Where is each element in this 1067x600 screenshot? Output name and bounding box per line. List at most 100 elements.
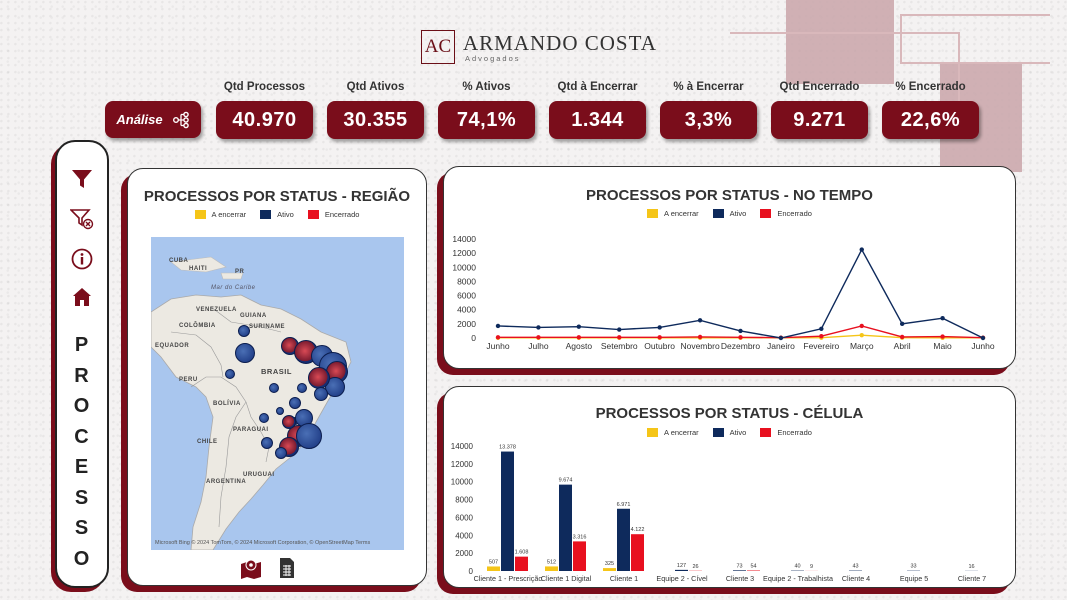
kpi-qtd-ativos: Qtd Ativos 30.355 <box>327 80 424 139</box>
map-panel: PROCESSOS POR STATUS - REGIÃO A encerrar… <box>127 168 427 586</box>
data-point <box>536 335 541 340</box>
x-tick-label: Janeiro <box>767 341 795 351</box>
time-line-chart[interactable]: 0 2000 4000 6000 8000 10000 12000 14000 Junho Jul… <box>448 225 1008 365</box>
x-tick-label: Cliente 3 <box>726 574 754 583</box>
kpi-value: 9.271 <box>771 101 868 139</box>
data-point <box>859 323 864 329</box>
y-tick-label: 8000 <box>455 496 473 505</box>
map-label-paraguai: PARAGUAI <box>233 427 269 433</box>
series-line-ativo <box>497 248 984 339</box>
data-point <box>738 328 743 334</box>
legend-item-ativo: Ativo <box>260 210 294 219</box>
data-point <box>657 335 662 340</box>
map-bubble[interactable] <box>308 367 330 389</box>
legend-swatch <box>194 210 206 219</box>
map-bubble[interactable] <box>289 397 301 409</box>
y-tick-label: 14000 <box>452 234 476 244</box>
legend-swatch <box>712 209 724 218</box>
bar-ativo <box>733 570 746 571</box>
map-label-equador: EQUADOR <box>155 343 190 349</box>
data-point <box>576 335 582 340</box>
map-bubble[interactable] <box>325 377 345 397</box>
kpi-label: Qtd Processos <box>223 81 306 93</box>
cell-bar-chart[interactable]: 0 2000 4000 6000 8000 10000 12000 14000 Cliente … <box>446 439 1012 585</box>
map-bubble[interactable] <box>238 325 250 337</box>
legend-item-a-encerrar: A encerrar <box>194 210 246 219</box>
kpi-label: Qtd à Encerrar <box>557 81 638 93</box>
analise-button[interactable]: Análise <box>105 101 201 138</box>
data-point <box>859 332 864 338</box>
legend-item-ativo: Ativo <box>712 428 746 437</box>
kpi-label: % à Encerrar <box>673 81 744 93</box>
map-bubble[interactable] <box>269 383 279 393</box>
document-icon[interactable] <box>276 557 298 579</box>
region-map[interactable]: CUBA HAITI PR Mar do Caribe VENEZUELA GU… <box>151 237 404 550</box>
data-point <box>819 334 824 339</box>
x-tick-label: Novembro <box>680 341 719 351</box>
data-label: 4.122 <box>631 527 645 533</box>
kpi-value: 1.344 <box>549 101 646 139</box>
map-bubble[interactable] <box>259 413 269 423</box>
brand-name: ARMANDO COSTA <box>463 30 657 55</box>
data-point <box>617 327 622 332</box>
data-point <box>576 324 582 329</box>
x-tick-label: Cliente 4 <box>842 574 870 583</box>
home-icon[interactable] <box>69 284 95 310</box>
legend-label: A encerrar <box>664 209 699 218</box>
x-tick-label: Dezembro <box>721 341 760 351</box>
legend-label: Encerrado <box>777 428 812 437</box>
legend-swatch <box>712 428 724 437</box>
logo-mark: AC <box>421 30 455 64</box>
bar-ativo <box>617 508 630 571</box>
clear-filter-icon[interactable] <box>69 206 95 232</box>
legend-swatch <box>647 209 659 218</box>
data-label: 43 <box>852 564 858 570</box>
legend-item-a-encerrar: A encerrar <box>647 209 699 218</box>
map-bubble[interactable] <box>282 415 296 429</box>
data-label: 73 <box>736 563 742 569</box>
cell-panel-title: PROCESSOS POR STATUS - CÉLULA <box>595 405 864 422</box>
y-tick-label: 6000 <box>457 291 476 301</box>
x-tick-label: Cliente 1 - Prescrição <box>474 574 543 583</box>
legend-label: Encerrado <box>324 210 360 219</box>
data-label: 33 <box>910 564 916 570</box>
map-bubble[interactable] <box>235 343 255 363</box>
data-point <box>738 335 743 340</box>
bar-encerrado <box>573 541 586 571</box>
data-point <box>697 334 703 340</box>
map-bubble[interactable] <box>261 437 273 449</box>
y-tick-label: 14000 <box>451 442 474 451</box>
cell-legend: A encerrar Ativo Encerrado <box>444 428 1015 437</box>
kpi-label: % Encerrado <box>895 81 966 93</box>
map-bubble[interactable] <box>225 369 235 379</box>
decor-line-2 <box>900 14 1050 64</box>
map-bubble[interactable] <box>275 447 287 459</box>
x-tick-label: Março <box>850 341 874 351</box>
map-bubble[interactable] <box>276 407 284 415</box>
filter-icon[interactable] <box>69 166 95 192</box>
map-bubble[interactable] <box>314 387 328 401</box>
map-bubble[interactable] <box>297 383 307 393</box>
flow-icon <box>172 111 189 128</box>
x-tick-label: Equipe 2 - Trabalhista <box>763 574 833 583</box>
data-point <box>859 247 864 252</box>
data-point <box>495 323 501 329</box>
data-label: 1.608 <box>515 550 529 556</box>
kpi-pct-encerrado: % Encerrado 22,6% <box>882 80 979 139</box>
map-label-brasil: BRASIL <box>261 367 292 376</box>
x-tick-label: Fevereiro <box>803 341 839 351</box>
data-point <box>899 321 905 327</box>
x-tick-label: Maio <box>933 341 952 351</box>
sidebar-letter: S <box>74 486 90 509</box>
data-label: 325 <box>605 561 614 567</box>
map-bubble[interactable] <box>296 423 322 449</box>
map-label-haiti: HAITI <box>189 266 208 272</box>
y-tick-label: 4000 <box>457 305 476 315</box>
legend-label: Ativo <box>729 209 747 218</box>
data-label: 512 <box>547 559 556 565</box>
map-pin-icon[interactable] <box>240 557 262 579</box>
x-tick-label: Cliente 1 <box>610 574 638 583</box>
kpi-qtd-a-encerrar: Qtd à Encerrar 1.344 <box>549 80 646 139</box>
info-icon[interactable] <box>69 246 95 272</box>
bar-encerrado <box>631 534 644 571</box>
